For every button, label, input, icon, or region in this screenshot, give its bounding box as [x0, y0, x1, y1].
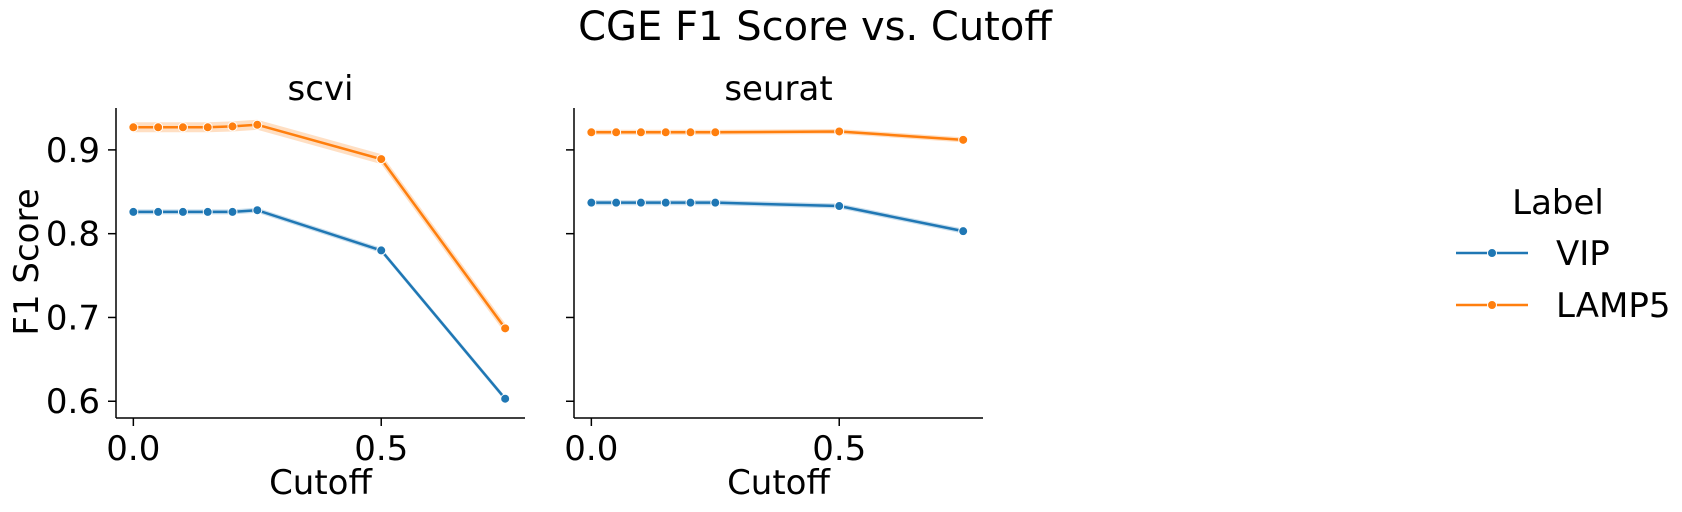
data-point [376, 154, 387, 165]
data-point [834, 126, 845, 137]
data-point [958, 226, 969, 237]
data-point [660, 197, 671, 208]
data-point [834, 201, 845, 212]
data-point [252, 205, 263, 216]
series-line [591, 130, 964, 142]
data-point [710, 197, 721, 208]
data-point [635, 127, 646, 138]
data-point [252, 119, 263, 130]
data-point [611, 197, 622, 208]
panel-title: seurat [724, 69, 832, 109]
x-tick-label: 0.0 [564, 429, 618, 469]
legend-label: VIP [1556, 234, 1610, 274]
chart-title: CGE F1 Score vs. Cutoff [578, 4, 1053, 50]
y-tick-label: 0.7 [46, 298, 100, 338]
series-VIP [128, 205, 511, 404]
data-point [635, 197, 646, 208]
data-point [710, 127, 721, 138]
data-point [177, 206, 188, 217]
data-point [611, 127, 622, 138]
data-point [685, 197, 696, 208]
data-point [153, 206, 164, 217]
y-tick-label: 0.8 [46, 215, 100, 255]
data-point [128, 122, 139, 133]
data-point [128, 206, 139, 217]
panel-title: scvi [288, 69, 354, 109]
series-line [133, 208, 507, 400]
legend-entry-LAMP5: LAMP5 [1456, 286, 1670, 326]
legend-title: Label [1512, 183, 1604, 223]
legend-entry-VIP: VIP [1456, 234, 1610, 274]
series-line [133, 123, 507, 330]
data-point [958, 134, 969, 145]
data-point [685, 127, 696, 138]
legend-marker [1487, 248, 1497, 258]
series-LAMP5 [586, 126, 969, 145]
x-tick-label: 0.5 [354, 429, 408, 469]
x-axis-label: Cutoff [269, 463, 373, 503]
legend-label: LAMP5 [1556, 286, 1670, 326]
data-point [660, 127, 671, 138]
data-point [177, 122, 188, 133]
series-VIP [586, 197, 969, 237]
x-axis-label: Cutoff [727, 463, 831, 503]
data-point [586, 127, 597, 138]
y-axis-label: F1 Score [7, 188, 47, 335]
series-LAMP5 [128, 119, 511, 334]
x-tick-label: 0.5 [812, 429, 866, 469]
y-tick-label: 0.9 [46, 131, 100, 171]
x-tick-label: 0.0 [106, 429, 160, 469]
data-point [153, 122, 164, 133]
series-line [591, 201, 964, 233]
data-point [500, 323, 511, 334]
legend-marker [1487, 300, 1497, 310]
series-band [133, 119, 506, 334]
legend: Label VIP LAMP5 [1456, 183, 1670, 326]
data-point [500, 393, 511, 404]
y-tick-label: 0.6 [46, 382, 100, 422]
series-band [133, 207, 506, 402]
data-point [227, 206, 238, 217]
data-point [376, 245, 387, 256]
data-point [227, 121, 238, 132]
data-point [202, 122, 213, 133]
data-point [202, 206, 213, 217]
data-point [586, 197, 597, 208]
